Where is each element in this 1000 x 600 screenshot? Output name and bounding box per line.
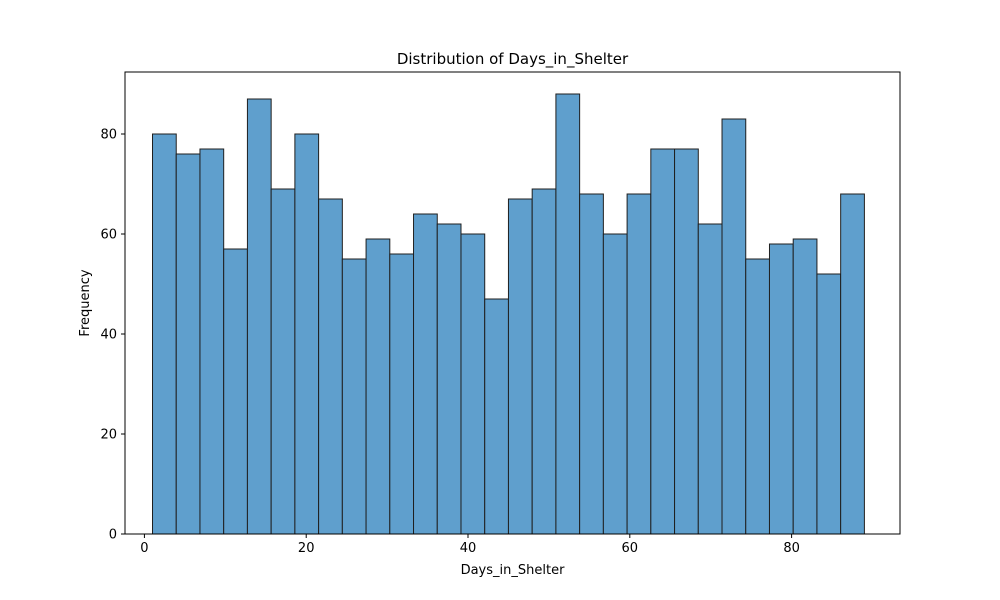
plot-frame <box>124 71 901 535</box>
y-axis-label: Frequency <box>78 269 93 336</box>
histogram-bar <box>365 238 391 535</box>
histogram-bar <box>460 233 486 535</box>
histogram-bar <box>484 298 509 535</box>
bars-group <box>152 93 865 535</box>
histogram-bar <box>626 193 652 535</box>
y-tick-label: 40 <box>100 328 117 343</box>
histogram-bar <box>436 223 462 535</box>
y-tick-label: 0 <box>109 528 117 543</box>
histogram-bar <box>579 193 604 535</box>
histogram-bar <box>816 273 842 535</box>
histogram-bar <box>507 198 533 535</box>
x-tick-label: 80 <box>783 541 800 556</box>
histogram-bar <box>840 193 865 535</box>
histogram-bar <box>697 223 723 535</box>
histogram-bar <box>650 148 676 535</box>
y-tick-label: 80 <box>100 128 117 143</box>
y-tick-label: 60 <box>100 228 117 243</box>
x-axis-ticks: 0 20 40 60 80 <box>140 534 800 556</box>
histogram-bar <box>318 198 343 535</box>
x-tick-label: 60 <box>622 541 639 556</box>
histogram-bar <box>341 258 367 535</box>
histogram-bar <box>721 118 747 535</box>
y-axis-ticks: 0 20 40 60 80 <box>100 128 125 543</box>
histogram-bar <box>294 133 320 535</box>
x-axis-label: Days_in_Shelter <box>461 563 565 578</box>
histogram-bar <box>152 133 177 535</box>
histogram-bar <box>745 258 770 535</box>
x-tick-label: 40 <box>460 541 477 556</box>
chart-title: Distribution of Days_in_Shelter <box>397 50 629 69</box>
y-tick-label: 20 <box>100 428 117 443</box>
histogram-bar <box>223 248 248 535</box>
histogram-bar <box>531 188 557 535</box>
histogram-bar <box>246 98 272 535</box>
histogram-bar <box>674 148 699 535</box>
histogram-bar <box>792 238 818 535</box>
x-tick-label: 0 <box>140 541 148 556</box>
histogram-bar <box>175 153 201 535</box>
histogram-bar <box>199 148 225 535</box>
histogram-bar <box>555 93 581 535</box>
histogram-bar <box>413 213 438 535</box>
x-tick-label: 20 <box>298 541 315 556</box>
histogram-bar <box>602 233 628 535</box>
histogram-bar <box>768 243 794 535</box>
histogram-bar <box>270 188 296 535</box>
histogram-bar <box>389 253 415 535</box>
